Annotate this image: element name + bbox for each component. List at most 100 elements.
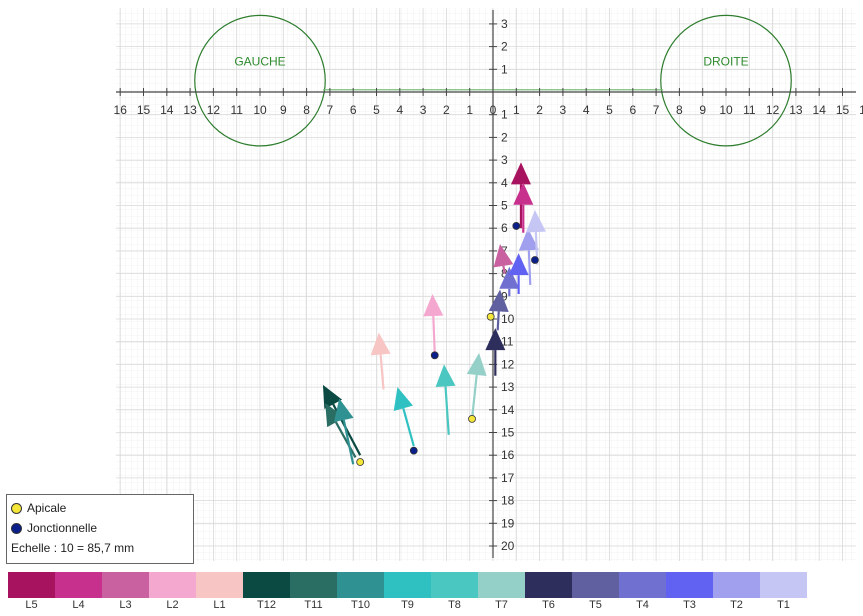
y-tick-label: 20 (501, 539, 515, 553)
arrow-head-t6 (485, 328, 506, 351)
color-key-label: T1 (777, 599, 790, 611)
color-key-label: T9 (401, 599, 414, 611)
color-key: L5 L4 L3 L2 L1 T12 T11 T10 T9 T8 T7 T6 T5 T4 T3 T2 T1 (8, 572, 807, 611)
vertebra-arrows (322, 162, 546, 465)
y-tick-label: 6 (501, 221, 508, 235)
grid-background (116, 8, 856, 561)
color-swatch (666, 572, 713, 598)
x-tick-label: 16 (114, 103, 128, 117)
x-tick-labels: 16 15 14 13 12 11 10 9 8 7 6 5 4 3 2 1 0 1 2 3 4 5 6 7 8 9 10 11 12 1… (114, 88, 863, 117)
x-tick-label: 9 (280, 103, 287, 117)
x-tick-label: 11 (230, 103, 243, 117)
color-key-label: L3 (119, 599, 132, 611)
circle-markers: GAUCHE DROITE (194, 14, 792, 147)
legend-junctional: Jonctionnelle (11, 518, 189, 538)
x-tick-label: 15 (836, 103, 850, 117)
color-key-label: L2 (166, 599, 179, 611)
arrow-shaft-t7 (470, 374, 478, 419)
arrow-head-l4 (513, 182, 534, 205)
y-tick-label: 17 (501, 471, 515, 485)
arrow-l2 (423, 294, 444, 354)
y-tick-label: 1 (501, 62, 508, 76)
y-tick-label: 2 (501, 130, 508, 144)
arrow-head-t7 (466, 353, 487, 376)
y-tick-label: 16 (501, 448, 515, 462)
arrow-shaft-t10 (342, 419, 355, 465)
arrow-l3 (493, 244, 514, 274)
color-swatch (760, 572, 807, 598)
color-swatch (337, 572, 384, 598)
y-tick-label: 4 (501, 176, 508, 190)
junctional-point (430, 351, 439, 360)
arrow-head-t12 (322, 384, 343, 409)
x-tick-label: 5 (373, 103, 380, 117)
legend: Apicale Jonctionnelle Echelle : 10 = 85,… (6, 494, 194, 564)
color-key-item-t5: T5 (572, 572, 619, 611)
circle-droite (660, 14, 792, 147)
y-tick-label: 12 (501, 357, 515, 371)
color-key-label: T11 (304, 599, 323, 611)
color-key-item-l3: L3 (102, 572, 149, 611)
color-swatch (243, 572, 290, 598)
arrow-shaft-l2 (432, 315, 436, 354)
color-key-item-t4: T4 (619, 572, 666, 611)
arrow-shaft-t9 (402, 408, 415, 447)
arrow-t4 (499, 266, 520, 297)
x-tick-label: 13 (183, 103, 197, 117)
color-swatch (290, 572, 337, 598)
color-key-label: T12 (257, 599, 276, 611)
x-tick-label: 0 (490, 103, 497, 117)
color-key-label: L5 (25, 599, 38, 611)
x-tick-label: 14 (160, 103, 174, 117)
x-tick-label: 10 (253, 103, 267, 117)
x-tick-label: 8 (676, 103, 683, 117)
arrow-head-t9 (393, 387, 413, 411)
color-key-item-t11: T11 (290, 572, 337, 611)
y-tick-label: 3 (501, 153, 508, 167)
arrow-t7 (466, 353, 487, 419)
color-swatch (525, 572, 572, 598)
legend-junctional-label: Jonctionnelle (27, 521, 98, 535)
x-tick-label: 1 (466, 103, 473, 117)
apical-point (356, 458, 365, 466)
arrow-head-t1 (525, 210, 546, 233)
arrow-head-t2 (518, 228, 539, 251)
y-tick-label: 3 (501, 17, 508, 31)
legend-apical: Apicale (11, 498, 189, 518)
arrow-l1 (370, 332, 391, 390)
arrow-t3 (508, 253, 529, 295)
arrow-head-l1 (370, 332, 391, 356)
arrow-l4 (513, 182, 534, 233)
color-swatch (196, 572, 243, 598)
x-tick-label: 7 (653, 103, 660, 117)
y-tick-label: 10 (501, 312, 515, 326)
color-key-label: T5 (589, 599, 602, 611)
legend-scale: Echelle : 10 = 85,7 mm (11, 538, 189, 558)
y-tick-label: 7 (501, 244, 508, 258)
color-key-item-t12: T12 (243, 572, 290, 611)
arrow-shaft-l1 (379, 354, 385, 390)
arrow-t6 (485, 328, 506, 376)
y-tick-label: 1 (501, 108, 508, 122)
x-tick-label: 14 (813, 103, 827, 117)
x-tick-label: 6 (629, 103, 636, 117)
color-key-label: L1 (213, 599, 226, 611)
y-tick-label: 13 (501, 380, 515, 394)
color-swatch (149, 572, 196, 598)
y-tick-label: 5 (501, 199, 508, 213)
color-swatch (102, 572, 149, 598)
color-key-item-t3: T3 (666, 572, 713, 611)
arrow-head-t8 (435, 364, 456, 388)
apical-point (486, 312, 495, 321)
color-key-label: L4 (72, 599, 85, 611)
color-key-label: T3 (683, 599, 696, 611)
x-tick-label: 4 (583, 103, 590, 117)
y-tick-label: 14 (501, 403, 515, 417)
y-tick-label: 15 (501, 426, 515, 440)
arrow-t8 (435, 364, 456, 435)
y-tick-label: 2 (501, 40, 508, 54)
x-tick-label: 3 (420, 103, 427, 117)
color-swatch (572, 572, 619, 598)
arrow-t5 (488, 289, 509, 331)
color-swatch (713, 572, 760, 598)
